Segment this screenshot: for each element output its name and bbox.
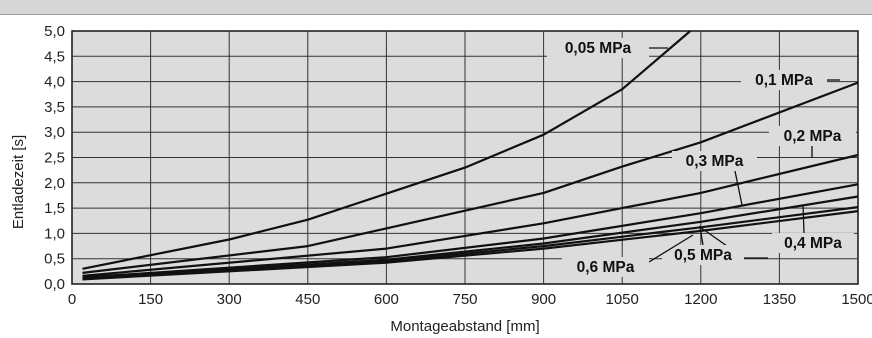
series-label-background bbox=[741, 70, 827, 90]
y-tick-label: 1,5 bbox=[44, 200, 65, 217]
x-tick-label: 900 bbox=[531, 291, 556, 308]
series-leader-line bbox=[734, 170, 743, 206]
y-tick-label: 4,0 bbox=[44, 74, 65, 91]
series-leader-line bbox=[802, 204, 805, 234]
y-tick-label: 3,5 bbox=[44, 99, 65, 116]
x-tick-label: 0 bbox=[68, 291, 76, 308]
series-label: 0,05 MPa bbox=[565, 40, 632, 57]
x-tick-label: 600 bbox=[374, 291, 399, 308]
series-label: 0,4 MPa bbox=[784, 235, 842, 252]
series-line-0-05-MPa bbox=[82, 30, 692, 270]
x-tick-label: 1350 bbox=[763, 291, 796, 308]
series-line-0-2-MPa bbox=[82, 153, 859, 277]
series-labels: 0,05 MPa 0,1 MPa 0,2 MPa 0,3 MPa 0,4 MPa 0,5 … bbox=[547, 38, 856, 277]
series-leader-line bbox=[699, 225, 768, 259]
series-label-background bbox=[672, 151, 757, 171]
series-label-background bbox=[769, 126, 856, 146]
series-line-0-6-MPa bbox=[82, 210, 859, 281]
y-tick-label: 2,0 bbox=[44, 175, 65, 192]
y-tick-label: 5,0 bbox=[44, 23, 65, 40]
top-band bbox=[0, 0, 872, 15]
series-label-background bbox=[772, 233, 854, 253]
series-lines bbox=[82, 30, 859, 281]
series-label-background bbox=[562, 257, 649, 277]
x-tick-label: 450 bbox=[295, 291, 320, 308]
axis-ticks: 0 150 300 450 600 750 900 1050 1200 1350 1500 0,0 0,… bbox=[44, 23, 872, 308]
x-tick-label: 300 bbox=[217, 291, 242, 308]
y-axis-title: Entladezeit [s] bbox=[10, 135, 27, 229]
series-label: 0,5 MPa bbox=[674, 247, 732, 264]
series-label-background bbox=[547, 38, 649, 58]
series-label: 0,3 MPa bbox=[686, 153, 744, 170]
y-tick-label: 0,0 bbox=[44, 276, 65, 293]
y-tick-label: 4,5 bbox=[44, 48, 65, 65]
x-axis-title: Montageabstand [mm] bbox=[390, 318, 539, 335]
x-tick-label: 750 bbox=[452, 291, 477, 308]
series-label-background bbox=[662, 245, 744, 265]
series-line-0-3-MPa bbox=[82, 183, 859, 279]
series-line-0-1-MPa bbox=[82, 81, 859, 274]
series-leader-line bbox=[648, 234, 694, 263]
series-label: 0,6 MPa bbox=[577, 259, 635, 276]
series-line-0-4-MPa bbox=[82, 195, 859, 280]
x-tick-label: 150 bbox=[138, 291, 163, 308]
x-tick-label: 1200 bbox=[684, 291, 717, 308]
series-label: 0,1 MPa bbox=[755, 72, 813, 89]
x-tick-label: 1500 bbox=[841, 291, 872, 308]
series-line-0-5-MPa bbox=[82, 206, 859, 280]
series-label: 0,2 MPa bbox=[784, 128, 842, 145]
y-tick-label: 2,5 bbox=[44, 150, 65, 167]
y-tick-label: 3,0 bbox=[44, 124, 65, 141]
y-tick-label: 0,5 bbox=[44, 251, 65, 268]
y-tick-label: 1,0 bbox=[44, 225, 65, 242]
x-tick-label: 1050 bbox=[606, 291, 639, 308]
